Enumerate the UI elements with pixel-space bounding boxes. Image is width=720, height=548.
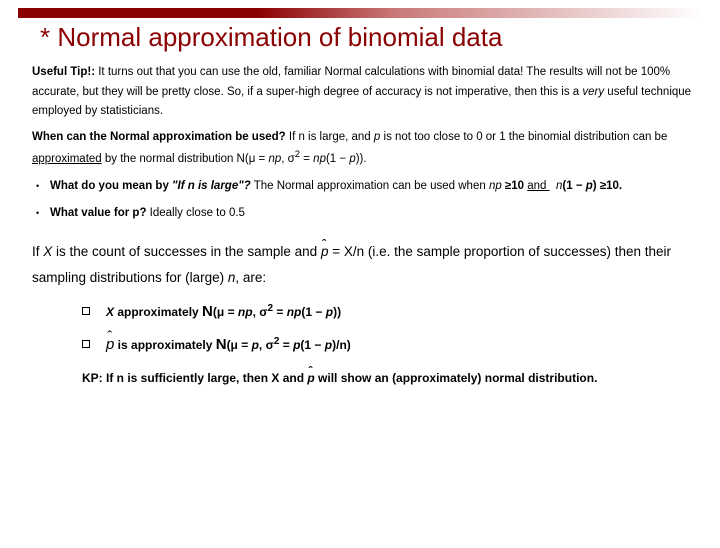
d1-N: N <box>202 303 213 320</box>
square-bullet-icon <box>82 307 90 315</box>
b1-t1: The Normal approximation can be used whe… <box>251 180 489 192</box>
b1-q2: "If n is large"? <box>172 180 251 192</box>
dist-row-2: p is approximately N(μ = p, σ2 = p(1 − p… <box>82 332 692 358</box>
phat-symbol: p <box>106 332 114 358</box>
paragraph-tip: Useful Tip!: It turns out that you can u… <box>32 63 692 122</box>
when-t5: = <box>300 153 313 165</box>
d2-N: N <box>216 336 227 353</box>
s3-x: X <box>43 244 52 259</box>
b1-p: p <box>586 180 593 192</box>
dist-row-1: X approximately N(μ = np, σ2 = np(1 − p)… <box>82 299 692 325</box>
when-np1: np <box>268 153 281 165</box>
tip-text-1: It turns out that you can use the old, f… <box>32 66 670 98</box>
when-approx: approximated <box>32 153 102 165</box>
bullet-dot-icon: • <box>36 176 50 198</box>
dist-1-body: X approximately N(μ = np, σ2 = np(1 − p)… <box>106 299 341 325</box>
b1-and: and <box>527 180 549 192</box>
kp-summary: KP: If n is sufficiently large, then X a… <box>82 368 692 388</box>
d2-open: (μ = <box>227 338 252 352</box>
d2-close: )/n) <box>332 338 351 352</box>
when-q: When can the Normal approximation be use… <box>32 131 286 143</box>
b1-np: np <box>489 180 502 192</box>
bullet-1: • What do you mean by "If n is large"? T… <box>36 176 692 198</box>
d1-t1: approximately <box>114 305 202 319</box>
d1-p: p <box>326 305 333 319</box>
b2-q: What value for p? <box>50 207 146 219</box>
d1-np2: np <box>287 305 302 319</box>
header-gradient-bar <box>18 8 702 18</box>
kp-t1: KP: If n is sufficiently large, then X a… <box>82 371 307 385</box>
s3-t4: , are: <box>235 270 266 285</box>
s3-t2: is the count of successes in the sample … <box>52 244 321 259</box>
s3-t1: If <box>32 244 43 259</box>
d1-open: (μ = <box>213 305 238 319</box>
tip-emph: very <box>582 86 604 98</box>
b1-open: (1 − <box>562 180 585 192</box>
b1-ge1: ≥10 <box>502 180 528 192</box>
dist-2-body: p is approximately N(μ = p, σ2 = p(1 − p… <box>106 332 351 358</box>
when-t4: , σ <box>281 153 295 165</box>
b1-close: ) ≥10. <box>593 180 622 192</box>
b2-t: Ideally close to 0.5 <box>146 207 244 219</box>
bullet-2: • What value for p? Ideally close to 0.5 <box>36 203 692 225</box>
bullet-dot-icon: • <box>36 203 50 225</box>
phat-symbol: p <box>321 239 329 265</box>
paragraph-when: When can the Normal approximation be use… <box>32 128 692 170</box>
b1-q1: What do you mean by <box>50 180 172 192</box>
d1-x: X <box>106 305 114 319</box>
square-bullet-icon <box>82 340 90 348</box>
bullet-2-body: What value for p? Ideally close to 0.5 <box>50 203 692 225</box>
d1-close: )) <box>333 305 341 319</box>
d2-sig: , σ <box>259 338 274 352</box>
d1-np1: np <box>238 305 253 319</box>
kp-t2: will show an (approximately) normal dist… <box>315 371 598 385</box>
d2-p1: p <box>252 338 259 352</box>
content-area: Useful Tip!: It turns out that you can u… <box>0 63 720 388</box>
when-t3: by the normal distribution N(μ = <box>102 153 269 165</box>
when-t7: )). <box>356 153 367 165</box>
tip-label: Useful Tip!: <box>32 66 95 78</box>
section-distributions-intro: If X is the count of successes in the sa… <box>32 239 692 290</box>
page-title: * Normal approximation of binomial data <box>40 22 720 53</box>
phat-symbol: p <box>307 368 314 388</box>
when-t2: is not too close to 0 or 1 the binomial … <box>380 131 667 143</box>
d2-open2: (1 − <box>300 338 324 352</box>
d1-sig: , σ <box>253 305 268 319</box>
when-t1: If n is large, and <box>286 131 374 143</box>
d2-eq: = <box>279 338 293 352</box>
d1-open2: (1 − <box>301 305 325 319</box>
d1-eq: = <box>273 305 287 319</box>
d2-p3: p <box>325 338 332 352</box>
d2-t1: is approximately <box>114 338 215 352</box>
when-np2: np <box>313 153 326 165</box>
bullet-1-body: What do you mean by "If n is large"? The… <box>50 176 692 198</box>
when-t6: (1 − <box>326 153 349 165</box>
